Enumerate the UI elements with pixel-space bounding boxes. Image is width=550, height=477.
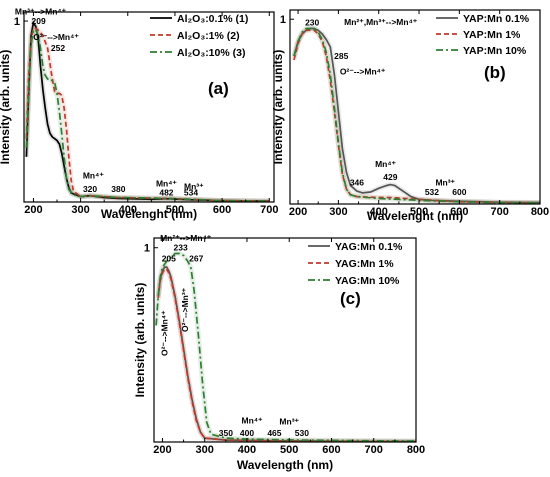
legend-entry: Al₂O₃:10% (3) — [177, 47, 245, 59]
legend-entry: Al₂O₃:1% (2) — [177, 30, 240, 42]
panel-label: (b) — [484, 63, 506, 82]
x-tick-label: 700 — [260, 204, 278, 216]
annotation-label: Mn²⁺-->Mn⁴⁺ — [160, 233, 212, 243]
annotation-label: O²⁻-->Mn⁴⁺ — [33, 32, 79, 42]
y-tick-label: 1 — [280, 14, 286, 26]
series-line — [25, 29, 270, 202]
annotation-label: 534 — [184, 188, 198, 198]
legend-entry: YAG:Mn 0.1% — [335, 241, 403, 253]
x-tick-label: 500 — [166, 204, 184, 216]
annotation-label: Mn³⁺ — [279, 417, 299, 427]
x-axis-label: Wavelength (nm) — [237, 458, 333, 472]
y-tick-label: 1 — [14, 16, 20, 28]
legend-entry: Al₂O₃:0.1% (1) — [177, 13, 248, 25]
x-tick-label: 700 — [365, 444, 383, 456]
legend-entry: YAG:Mn 1% — [335, 258, 394, 270]
plot-frame — [289, 9, 541, 205]
plot-frame — [153, 237, 417, 443]
annotation-label: 350 — [219, 428, 233, 438]
y-tick-label: 1 — [144, 243, 150, 255]
annotation-label: Mn³⁺-->Mn⁴⁺ — [15, 7, 67, 17]
x-tick-label: 600 — [213, 204, 231, 216]
annotation-label: 346 — [350, 178, 364, 188]
panel-b: 200 300 400 500 600 700 800 1 Wavelenght (nm) Int… — [271, 9, 549, 223]
annotation-label: 429 — [383, 172, 397, 182]
x-tick-label: 300 — [329, 206, 347, 218]
y-axis-label: Intensity (arb. units) — [133, 283, 147, 398]
x-tick-label: 600 — [450, 206, 468, 218]
annotation-label: Mn³⁺ — [435, 178, 455, 188]
annotation-label: O²⁻-->Mn³⁺ — [180, 287, 190, 332]
legend-entry: YAP:Mn 10% — [463, 45, 527, 57]
panel-a: 200 300 400 500 600 700 1 Wavelenght (nm) Intens… — [0, 7, 278, 221]
annotation-label: O²⁻-->Mn⁴⁺ — [340, 67, 386, 77]
annotation-label: 530 — [295, 428, 309, 438]
annotation-label: 205 — [162, 253, 176, 263]
annotation-label: Mn³⁺ — [184, 181, 204, 191]
annotation-label: 252 — [51, 43, 65, 53]
x-tick-label: 500 — [280, 444, 298, 456]
annotation-label: Mn⁴⁺ — [156, 179, 177, 189]
x-tick-label: 400 — [370, 206, 388, 218]
annotation-label: 600 — [452, 187, 466, 197]
x-tick-label: 800 — [531, 206, 549, 218]
annotation-label: 482 — [159, 188, 173, 198]
x-axis-label: Wavelenght (nm) — [101, 207, 197, 221]
x-tick-label: 400 — [119, 204, 137, 216]
annotation-label: 380 — [111, 184, 125, 194]
y-axis-label: Intensity (arb. units) — [0, 50, 12, 165]
x-axis-label: Wavelenght (nm) — [367, 209, 463, 223]
x-tick-label: 800 — [407, 444, 425, 456]
x-tick-label: 700 — [490, 206, 508, 218]
series-line — [25, 27, 270, 202]
panel-label: (c) — [340, 289, 361, 308]
series-line — [155, 252, 416, 442]
plot-frame — [23, 11, 275, 203]
x-tick-label: 200 — [153, 444, 171, 456]
x-tick-label: 500 — [410, 206, 428, 218]
series-line — [157, 268, 416, 442]
annotation-label: 465 — [267, 428, 281, 438]
annotation-label: Mn⁴⁺ — [242, 416, 263, 426]
annotation-label: 233 — [174, 243, 188, 253]
annotation-label: 230 — [305, 18, 319, 28]
annotation-label: 209 — [32, 16, 46, 26]
annotation-label: Mn²⁺,Mn³⁺-->Mn⁴⁺ — [344, 17, 418, 27]
series-line — [293, 27, 540, 204]
annotation-label: 267 — [189, 253, 203, 263]
x-tick-label: 600 — [322, 444, 340, 456]
x-tick-label: 300 — [196, 444, 214, 456]
series-line — [293, 29, 540, 204]
annotation-label: 320 — [83, 184, 97, 194]
panel-c: 200 300 400 500 600 700 800 1 Wavelength (nm) Int… — [133, 233, 425, 472]
x-tick-label: 200 — [24, 204, 42, 216]
panel-label: (a) — [208, 79, 229, 98]
annotation-label: 400 — [240, 428, 254, 438]
y-axis-label: Intensity (arb. units) — [271, 50, 285, 165]
annotation-label: Mn⁴⁺ — [83, 170, 104, 180]
series-line — [293, 27, 540, 204]
annotation-label: Mn⁴⁺ — [375, 159, 396, 169]
x-tick-label: 400 — [238, 444, 256, 456]
annotation-label: 285 — [334, 51, 348, 61]
annotation-label: O²⁻-->Mn⁴⁺ — [160, 310, 170, 356]
legend-entry: YAP:Mn 0.1% — [463, 13, 530, 25]
legend-entry: YAP:Mn 1% — [463, 29, 521, 41]
x-tick-label: 300 — [71, 204, 89, 216]
legend-entry: YAG:Mn 10% — [335, 275, 400, 287]
annotation-label: 532 — [425, 187, 439, 197]
x-tick-label: 200 — [289, 206, 307, 218]
